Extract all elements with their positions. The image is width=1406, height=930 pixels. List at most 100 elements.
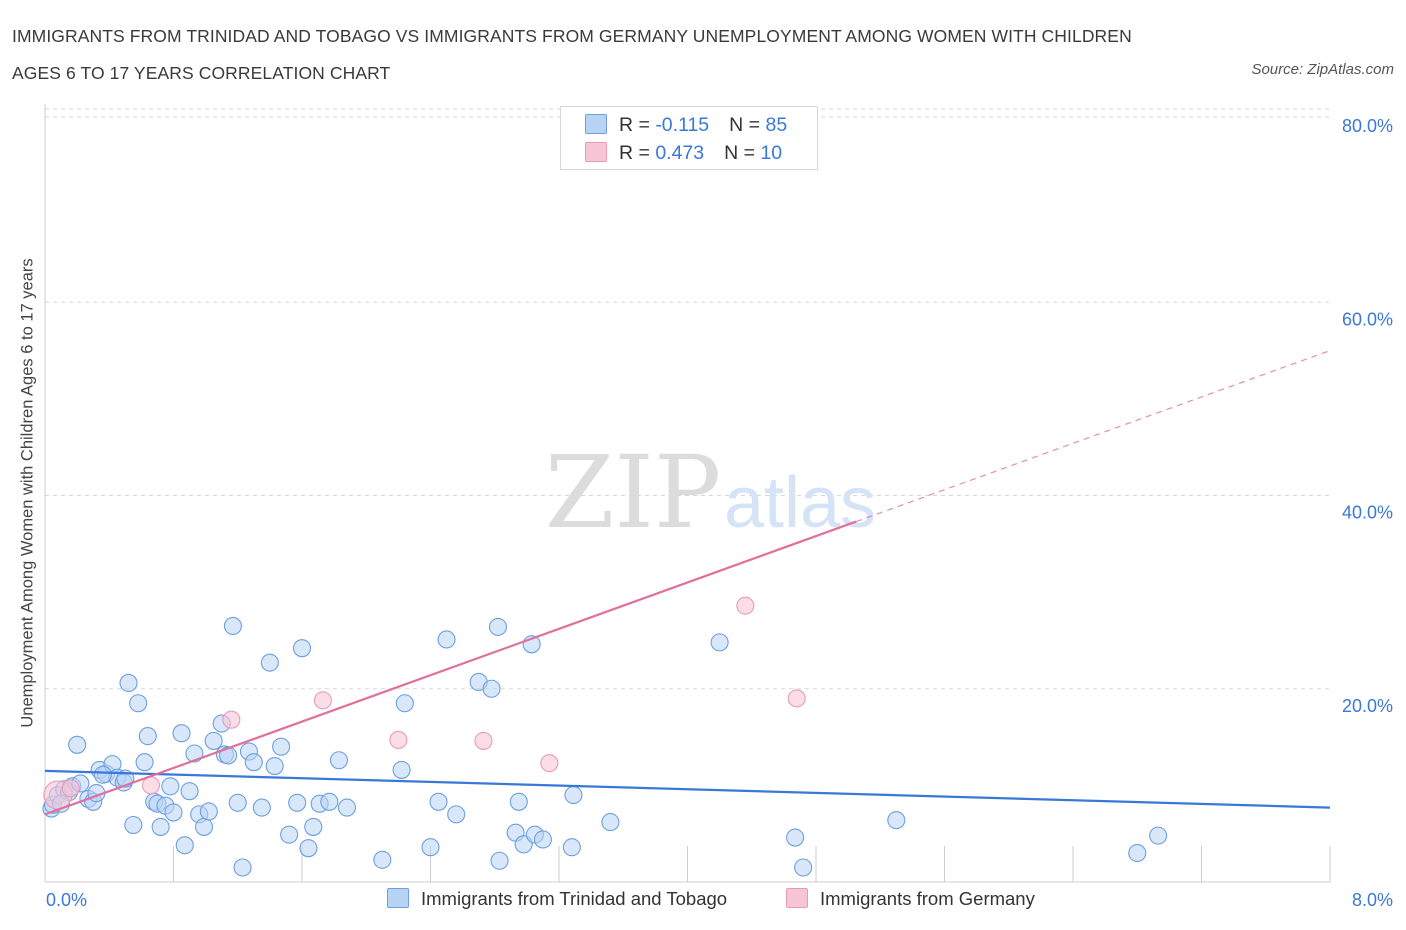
data-point-trinidad xyxy=(180,782,199,801)
data-point-trinidad xyxy=(490,851,509,870)
r-value: -0.115 xyxy=(655,114,710,136)
data-point-trinidad xyxy=(437,630,456,649)
data-point-trinidad xyxy=(93,765,112,784)
data-point-germany xyxy=(787,689,806,708)
data-point-trinidad xyxy=(265,756,284,776)
legend-label-germany: Immigrants from Germany xyxy=(820,888,1035,909)
data-point-trinidad xyxy=(292,639,312,658)
data-point-trinidad xyxy=(199,802,218,821)
n-label: N = xyxy=(729,114,766,136)
legend-item-trinidad: Immigrants from Trinidad and Tobago xyxy=(387,888,727,916)
data-point-trinidad xyxy=(887,811,906,830)
n-value: 85 xyxy=(765,114,788,136)
blue-swatch-icon xyxy=(387,888,409,908)
data-point-trinidad xyxy=(228,793,247,812)
data-point-trinidad xyxy=(244,753,263,772)
chart-title: IMMIGRANTS FROM TRINIDAD AND TOBAGO VS I… xyxy=(12,26,1132,83)
data-point-trinidad xyxy=(164,803,183,822)
data-point-trinidad xyxy=(135,753,154,772)
data-point-germany xyxy=(141,776,161,795)
data-point-trinidad xyxy=(509,792,528,811)
data-point-trinidad xyxy=(138,727,157,746)
data-point-trinidad xyxy=(562,838,581,857)
legend-label-trinidad: Immigrants from Trinidad and Tobago xyxy=(421,888,728,909)
pink-swatch-icon xyxy=(786,888,808,908)
data-point-germany xyxy=(736,596,755,615)
data-point-trinidad xyxy=(533,830,552,849)
series-trinidad-points xyxy=(42,616,1168,877)
watermark-zip: ZIP xyxy=(545,434,721,551)
data-point-trinidad xyxy=(564,785,583,805)
data-point-germany xyxy=(61,779,80,798)
data-point-trinidad xyxy=(204,731,223,750)
data-point-trinidad xyxy=(329,751,348,770)
data-point-germany xyxy=(474,731,493,750)
data-point-trinidad xyxy=(272,737,291,756)
data-point-trinidad xyxy=(337,798,357,817)
y-tick-label: 20.0% xyxy=(1342,696,1393,716)
data-point-trinidad xyxy=(175,836,194,855)
data-point-trinidad xyxy=(119,673,138,693)
data-point-germany xyxy=(389,730,408,750)
data-point-trinidad xyxy=(68,735,87,754)
stats-row-trinidad: R = -0.115 N = 85 xyxy=(585,114,787,140)
data-point-trinidad xyxy=(288,793,307,812)
y-tick-label: 60.0% xyxy=(1342,309,1393,329)
data-point-trinidad xyxy=(280,825,299,844)
data-point-trinidad xyxy=(124,815,143,835)
r-value: 0.473 xyxy=(655,142,705,164)
legend-item-germany: Immigrants from Germany xyxy=(786,888,1035,916)
data-point-trinidad xyxy=(421,838,440,857)
y-tick-label: 40.0% xyxy=(1342,503,1393,523)
y-tick-label: 80.0% xyxy=(1342,116,1393,136)
x-tick-min: 0.0% xyxy=(46,890,88,910)
data-point-trinidad xyxy=(1128,843,1147,863)
data-point-trinidad xyxy=(299,839,318,858)
data-point-trinidad xyxy=(172,724,191,743)
r-label: R = xyxy=(619,142,656,164)
n-value: 10 xyxy=(760,142,783,164)
watermark: ZIP atlas xyxy=(545,434,876,551)
data-point-trinidad xyxy=(395,694,414,713)
grid-lines xyxy=(45,108,1330,690)
data-point-trinidad xyxy=(252,798,271,817)
n-label: N = xyxy=(724,142,761,164)
data-point-trinidad xyxy=(392,760,411,779)
data-point-trinidad xyxy=(185,744,204,763)
data-point-trinidad xyxy=(320,792,339,811)
data-point-trinidad xyxy=(482,679,501,698)
data-point-trinidad xyxy=(429,792,448,811)
data-point-trinidad xyxy=(601,813,620,832)
data-point-trinidad xyxy=(488,617,508,636)
trend-lines xyxy=(44,349,1331,816)
data-point-trinidad xyxy=(129,694,148,713)
axes xyxy=(44,104,1331,883)
trend-line-germany xyxy=(44,520,857,816)
data-point-trinidad xyxy=(786,828,805,847)
blue-swatch-icon xyxy=(585,114,607,134)
data-point-trinidad xyxy=(794,858,813,877)
pink-swatch-icon xyxy=(585,142,607,162)
r-label: R = xyxy=(619,114,656,136)
data-point-trinidad xyxy=(1149,826,1168,845)
stats-legend: R = -0.115 N = 85 R = 0.473 N = 10 xyxy=(560,106,818,170)
watermark-atlas: atlas xyxy=(724,463,876,543)
data-point-germany xyxy=(313,691,332,710)
trend-extension-germany xyxy=(855,349,1331,523)
data-point-trinidad xyxy=(233,858,252,877)
data-point-trinidad xyxy=(151,817,170,836)
data-point-trinidad xyxy=(219,746,238,765)
stats-row-germany: R = 0.473 N = 10 xyxy=(585,142,782,168)
data-point-trinidad xyxy=(710,633,729,652)
data-point-trinidad xyxy=(161,777,180,796)
trend-line-trinidad xyxy=(44,769,1331,809)
data-point-germany xyxy=(222,710,241,729)
data-point-trinidad xyxy=(194,817,214,836)
data-point-trinidad xyxy=(304,817,323,836)
y-tick-labels: 20.0% 40.0% 60.0% 80.0% xyxy=(1342,116,1393,716)
x-tick-max: 8.0% xyxy=(1351,890,1393,910)
source-label: Source: ZipAtlas.com xyxy=(1251,61,1394,78)
data-point-trinidad xyxy=(447,805,466,824)
data-point-germany xyxy=(540,754,559,773)
